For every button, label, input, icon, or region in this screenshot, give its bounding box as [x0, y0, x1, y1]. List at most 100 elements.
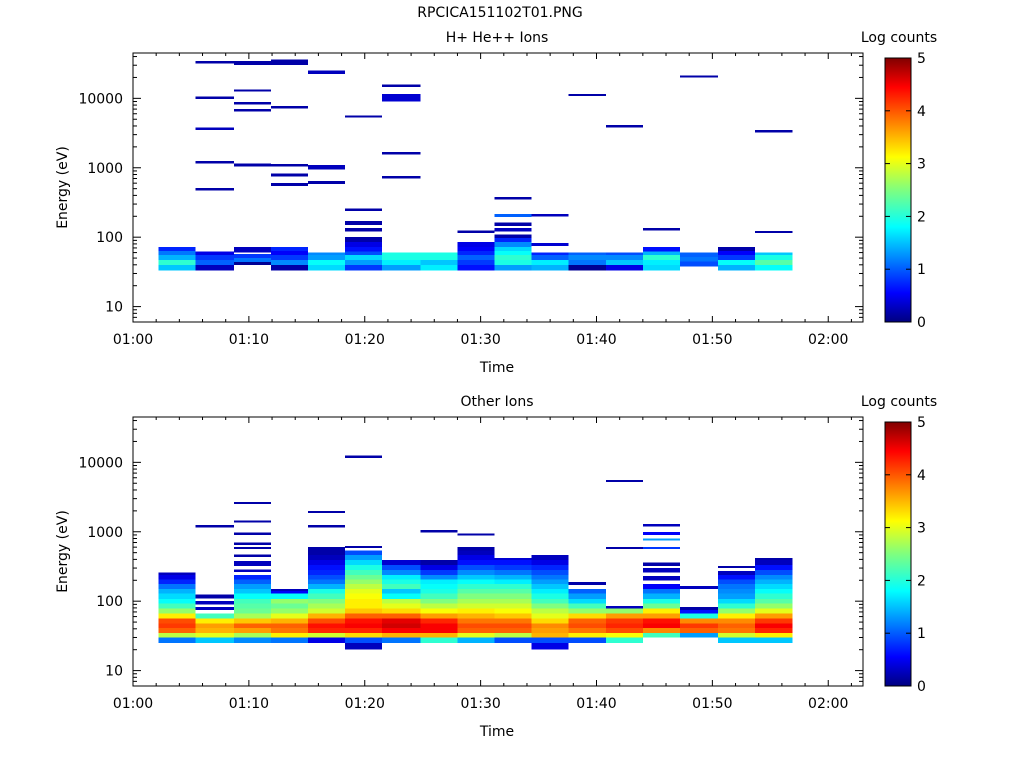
heatmap-cell: [270, 251, 308, 256]
figure-title: RPCICA151102T01.PNG: [417, 5, 583, 21]
heatmap-cell: [270, 613, 308, 619]
heatmap-cell: [270, 106, 308, 109]
heatmap-cell: [642, 538, 680, 541]
heatmap-cell: [531, 560, 569, 566]
heatmap-cell: [755, 129, 793, 133]
colorbar-tick-label: 2: [917, 209, 926, 225]
heatmap-cell: [382, 584, 421, 589]
heatmap-cell: [345, 555, 383, 561]
heatmap-cell: [531, 264, 569, 271]
heatmap-cell: [457, 565, 495, 571]
heatmap-cell: [718, 598, 756, 604]
heatmap-cell: [420, 632, 458, 638]
heatmap-cell: [568, 628, 606, 633]
heatmap-cell: [233, 588, 271, 594]
heatmap-cell: [531, 608, 569, 614]
x-tick-label: 01:50: [692, 332, 732, 348]
heatmap-cell: [420, 637, 458, 643]
heatmap-cell: [158, 264, 196, 271]
heatmap-cell: [457, 550, 495, 556]
colorbar-gradient: [884, 57, 912, 323]
heatmap-cell: [531, 613, 569, 619]
heatmap-cell: [420, 623, 458, 629]
heatmap-cell: [345, 115, 383, 118]
heatmap-cell: [531, 623, 569, 629]
heatmap-cell: [755, 618, 793, 624]
heatmap-cell: [531, 252, 569, 256]
heatmap-cell: [568, 593, 606, 599]
heatmap-cell: [755, 579, 793, 585]
heatmap-cell: [457, 618, 495, 624]
heatmap-cell: [307, 164, 346, 170]
colorbar-tick-label: 0: [917, 315, 926, 331]
heatmap-cell: [270, 588, 308, 592]
heatmap-cell: [642, 255, 680, 260]
heatmap-cell: [494, 222, 532, 226]
colorbar-label: Log counts: [861, 30, 937, 46]
colorbar-tick-label: 3: [917, 521, 926, 537]
heatmap-cell: [158, 623, 196, 629]
heatmap-cell: [531, 243, 569, 246]
heatmap-cell: [195, 161, 234, 164]
heatmap-cells: [158, 455, 793, 650]
heatmap-cell: [158, 251, 196, 256]
heatmap-cell: [494, 565, 532, 571]
heatmap-cell: [605, 628, 643, 633]
heatmap-cell: [531, 255, 569, 260]
heatmap-cell: [307, 623, 346, 629]
heatmap-cell: [420, 603, 458, 609]
heatmap-cell: [457, 533, 495, 536]
heatmap-cell: [345, 632, 383, 638]
heatmap-cell: [718, 247, 756, 252]
heatmap-cell: [718, 571, 756, 575]
spectrogram-panel-2: 01:00 01:10 01:20 01:30 01:40 01:50 02:0010100…: [55, 394, 937, 740]
colorbar-tick-label: 4: [917, 104, 926, 120]
heatmap-cell: [345, 565, 383, 571]
heatmap-cell: [679, 609, 719, 614]
heatmap-cell: [233, 261, 271, 265]
heatmap-cell: [270, 247, 308, 252]
y-tick-label: 1000: [87, 525, 123, 541]
heatmap-cell: [382, 632, 421, 638]
heatmap-cell: [605, 613, 643, 619]
heatmap-cell: [345, 546, 383, 549]
heatmap-cell: [420, 565, 458, 571]
heatmap-cell: [679, 623, 719, 629]
x-tick-label: 01:20: [345, 332, 385, 348]
heatmap-cell: [457, 574, 495, 580]
heatmap-cell: [233, 101, 271, 105]
heatmap-cell: [494, 603, 532, 609]
heatmap-cell: [195, 61, 234, 64]
heatmap-cell: [307, 574, 346, 580]
heatmap-cell: [457, 628, 495, 633]
heatmap-cell: [158, 613, 196, 619]
heatmap-cell: [568, 623, 606, 629]
heatmap-cell: [307, 598, 346, 604]
heatmap-cell: [457, 598, 495, 604]
heatmap-cell: [307, 570, 346, 575]
heatmap-cell: [531, 555, 569, 561]
colorbar-label: Log counts: [861, 394, 937, 410]
y-axis-label: Energy (eV): [55, 146, 71, 229]
colorbar-tick-label: 5: [917, 51, 926, 67]
heatmap-cell: [158, 618, 196, 624]
heatmap-cell: [457, 603, 495, 609]
heatmap-cell: [755, 574, 793, 580]
heatmap-cell: [382, 598, 421, 604]
heatmap-cell: [531, 598, 569, 604]
heatmap-cell: [233, 618, 271, 624]
heatmap-cell: [755, 565, 793, 571]
heatmap-cell: [642, 576, 680, 581]
heatmap-cell: [307, 555, 346, 561]
heatmap-cell: [382, 593, 421, 599]
heatmap-cell: [605, 623, 643, 629]
heatmap-cell: [420, 252, 458, 260]
heatmap-cell: [420, 570, 458, 575]
heatmap-cell: [679, 628, 719, 633]
y-tick-label: 10000: [78, 91, 123, 107]
heatmap-cell: [307, 560, 346, 566]
heatmap-cell: [718, 574, 756, 580]
heatmap-cell: [345, 208, 383, 211]
heatmap-cell: [382, 613, 421, 619]
heatmap-cell: [457, 547, 495, 551]
